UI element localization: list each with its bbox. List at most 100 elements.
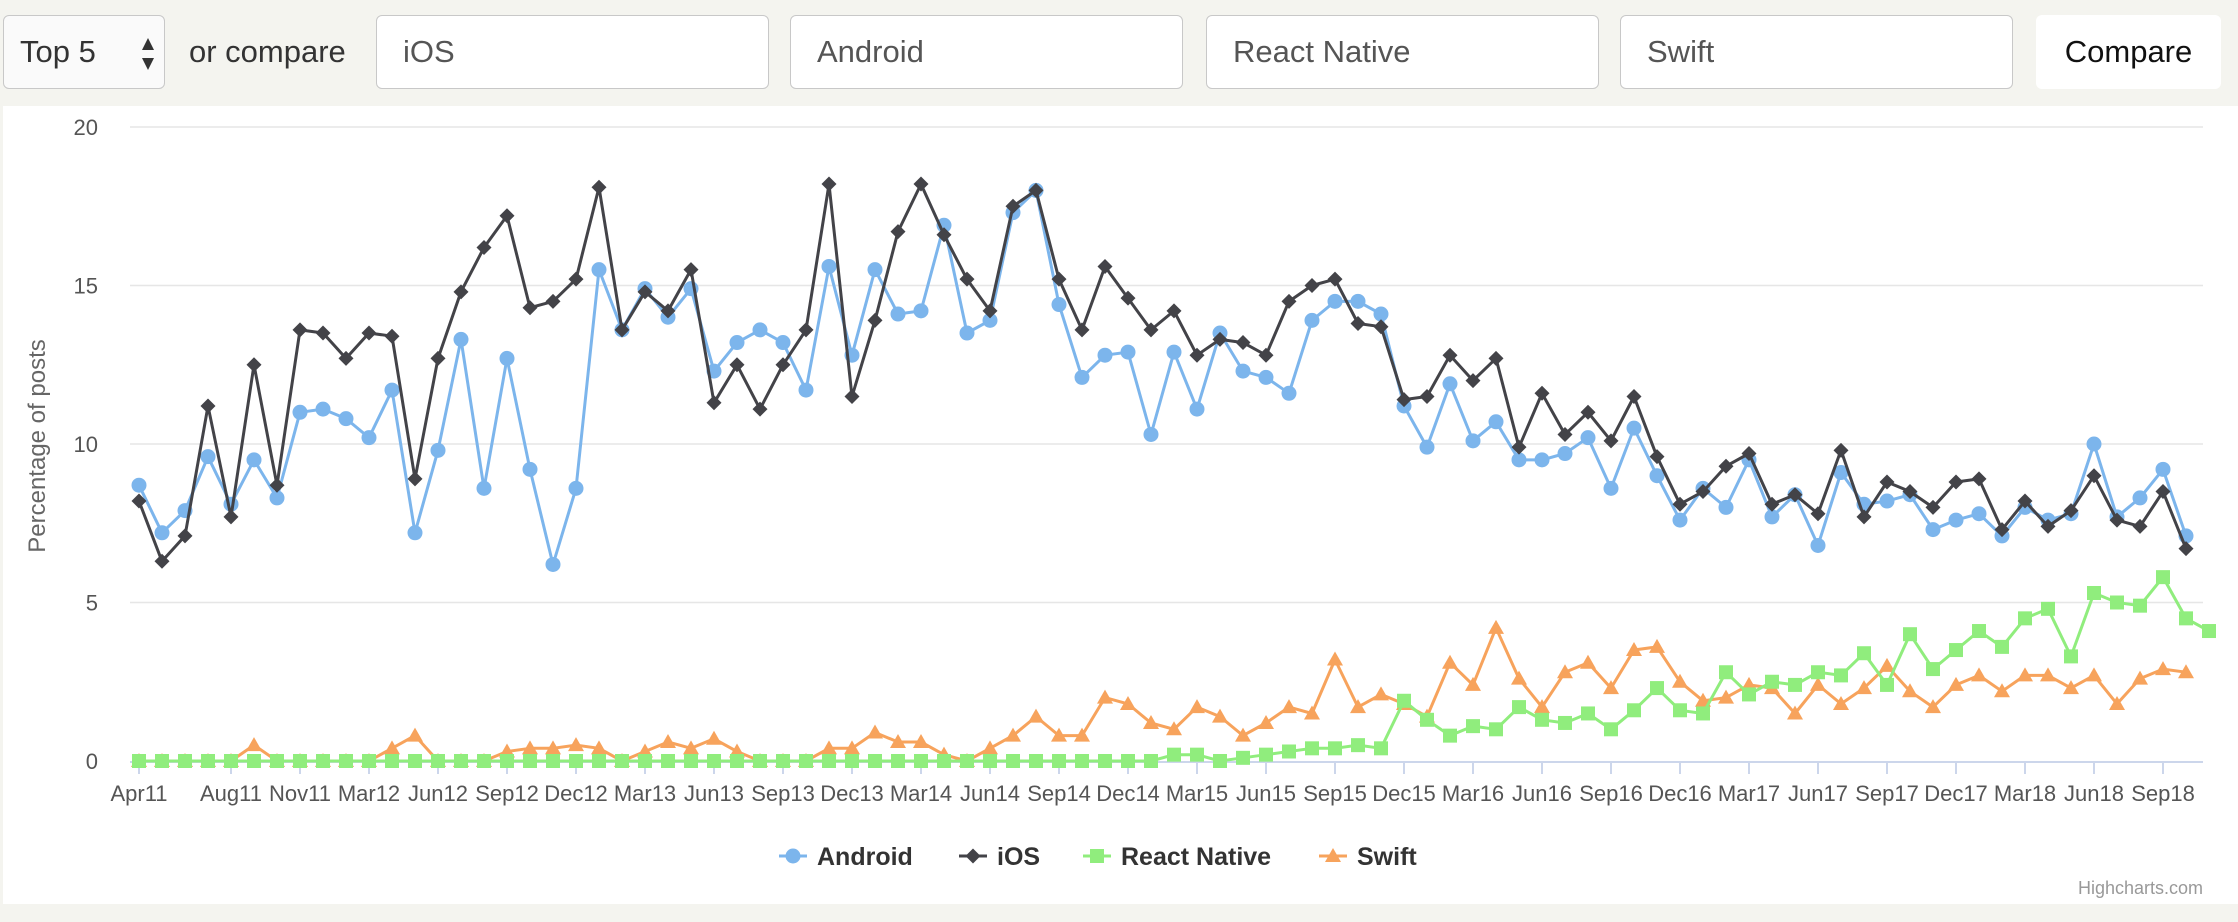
data-point[interactable] — [155, 754, 169, 768]
data-point[interactable] — [1604, 722, 1618, 737]
data-point[interactable] — [1833, 442, 1849, 458]
data-point[interactable] — [982, 303, 998, 319]
data-point[interactable] — [2017, 493, 2033, 509]
data-point[interactable] — [430, 350, 446, 366]
data-point[interactable] — [1857, 646, 1871, 661]
data-point[interactable] — [1281, 293, 1297, 309]
data-point[interactable] — [798, 322, 814, 338]
data-point[interactable] — [637, 284, 653, 300]
data-point[interactable] — [867, 262, 883, 278]
data-point[interactable] — [1143, 714, 1159, 729]
data-point[interactable] — [1764, 509, 1780, 525]
data-point[interactable] — [1144, 754, 1158, 768]
data-point[interactable] — [2063, 680, 2079, 695]
data-point[interactable] — [430, 442, 446, 458]
data-point[interactable] — [476, 239, 492, 255]
data-point[interactable] — [1143, 426, 1159, 442]
data-point[interactable] — [1788, 677, 1802, 692]
data-point[interactable] — [1351, 738, 1365, 753]
data-point[interactable] — [959, 325, 975, 341]
data-point[interactable] — [1075, 754, 1089, 768]
data-point[interactable] — [1603, 480, 1619, 496]
data-point[interactable] — [1833, 465, 1849, 481]
data-point[interactable] — [1419, 439, 1435, 455]
top-count-select[interactable]: Top 5 — [3, 15, 165, 89]
data-point[interactable] — [822, 754, 836, 768]
data-point[interactable] — [1120, 695, 1136, 710]
data-point[interactable] — [1373, 686, 1389, 701]
data-point[interactable] — [2155, 484, 2171, 500]
data-point[interactable] — [1948, 474, 1964, 490]
data-point[interactable] — [1029, 754, 1043, 768]
data-point[interactable] — [1626, 388, 1642, 404]
data-point[interactable] — [1006, 754, 1020, 768]
data-point[interactable] — [753, 754, 767, 768]
data-point[interactable] — [1097, 689, 1113, 704]
data-point[interactable] — [1880, 677, 1894, 692]
data-point[interactable] — [1350, 293, 1366, 309]
data-point[interactable] — [1052, 754, 1066, 768]
data-point[interactable] — [1374, 741, 1388, 756]
data-point[interactable] — [775, 335, 791, 351]
data-point[interactable] — [200, 398, 216, 414]
data-point[interactable] — [1512, 700, 1526, 715]
data-point[interactable] — [1580, 430, 1596, 446]
data-point[interactable] — [1925, 522, 1941, 538]
data-point[interactable] — [983, 754, 997, 768]
data-point[interactable] — [2018, 611, 2032, 626]
data-point[interactable] — [2110, 595, 2124, 610]
data-point[interactable] — [545, 556, 561, 572]
data-point[interactable] — [476, 480, 492, 496]
data-point[interactable] — [338, 350, 354, 366]
data-point[interactable] — [1719, 665, 1733, 680]
data-point[interactable] — [1304, 705, 1320, 720]
data-point[interactable] — [1948, 512, 1964, 528]
data-point[interactable] — [614, 322, 630, 338]
data-point[interactable] — [1120, 290, 1136, 306]
data-point[interactable] — [1765, 674, 1779, 689]
compare-button[interactable]: Compare — [2036, 15, 2221, 89]
data-point[interactable] — [2202, 624, 2216, 639]
data-point[interactable] — [2109, 512, 2125, 528]
data-point[interactable] — [1603, 680, 1619, 695]
data-point[interactable] — [1856, 680, 1872, 695]
data-point[interactable] — [1696, 706, 1710, 721]
data-point[interactable] — [315, 401, 331, 417]
data-point[interactable] — [1442, 347, 1458, 363]
data-point[interactable] — [937, 754, 951, 768]
data-point[interactable] — [821, 176, 837, 192]
data-point[interactable] — [361, 325, 377, 341]
data-point[interactable] — [706, 395, 722, 411]
data-point[interactable] — [890, 733, 906, 748]
data-point[interactable] — [1166, 344, 1182, 360]
legend-marker[interactable] — [1090, 849, 1104, 863]
data-point[interactable] — [1305, 741, 1319, 756]
data-point[interactable] — [453, 331, 469, 347]
data-point[interactable] — [1787, 705, 1803, 720]
data-point[interactable] — [1673, 703, 1687, 718]
data-point[interactable] — [246, 357, 262, 373]
data-point[interactable] — [499, 208, 515, 224]
data-point[interactable] — [1557, 426, 1573, 442]
data-point[interactable] — [752, 401, 768, 417]
data-point[interactable] — [499, 743, 515, 758]
data-point[interactable] — [615, 754, 629, 768]
data-point[interactable] — [1304, 278, 1320, 293]
data-point[interactable] — [2132, 518, 2148, 534]
data-point[interactable] — [1810, 506, 1826, 522]
data-point[interactable] — [1627, 703, 1641, 718]
data-point[interactable] — [638, 754, 652, 768]
data-point[interactable] — [132, 754, 146, 768]
data-point[interactable] — [821, 740, 837, 755]
data-point[interactable] — [154, 525, 170, 541]
data-point[interactable] — [1028, 182, 1044, 198]
data-point[interactable] — [2179, 611, 2193, 626]
data-point[interactable] — [1718, 499, 1734, 515]
data-point[interactable] — [2132, 490, 2148, 506]
data-point[interactable] — [1741, 446, 1757, 462]
data-point[interactable] — [960, 754, 974, 768]
data-point[interactable] — [1212, 331, 1228, 347]
data-point[interactable] — [1925, 499, 1941, 515]
data-point[interactable] — [2041, 601, 2055, 616]
data-point[interactable] — [1764, 496, 1780, 512]
